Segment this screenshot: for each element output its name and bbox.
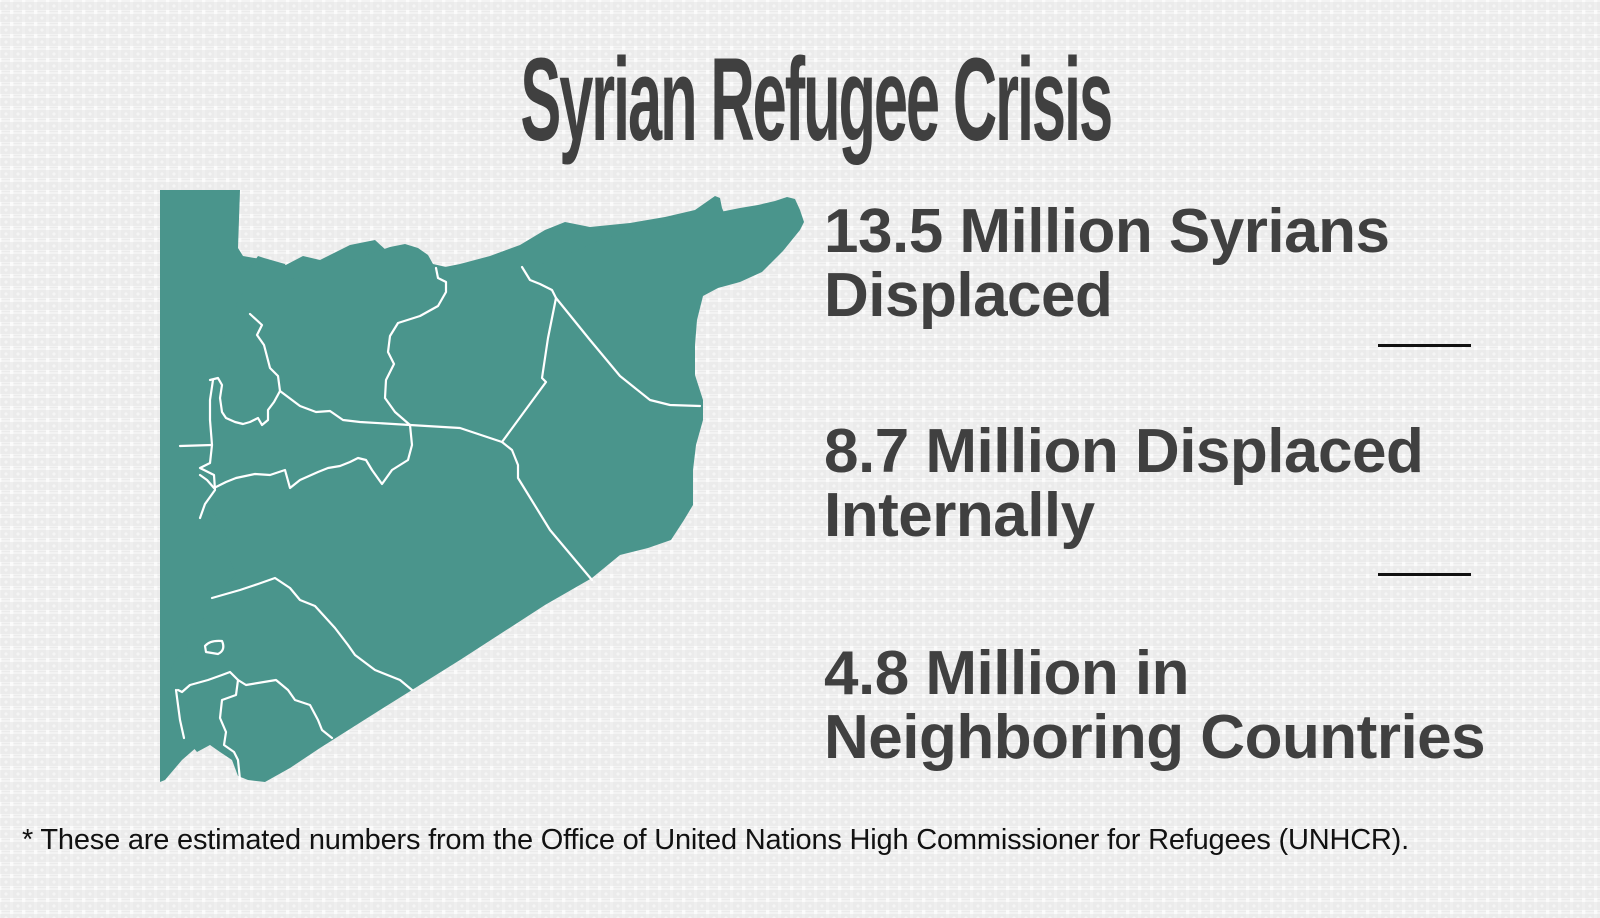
source-footnote: * These are estimated numbers from the O… (22, 824, 1409, 856)
stat-internally-displaced-line2: Internally (824, 481, 1095, 550)
divider (1378, 573, 1471, 576)
stat-neighboring-countries-line1: 4.8 Million in (824, 639, 1190, 708)
stat-neighboring-countries-line2: Neighboring Countries (824, 703, 1486, 772)
divider (1378, 344, 1471, 347)
syria-map (160, 190, 725, 782)
stat-total-displaced: 13.5 Million Syrians Displaced (824, 197, 1390, 330)
page-title: Syrian Refugee Crisis (520, 34, 1113, 166)
stat-internally-displaced: 8.7 Million Displaced Internally (824, 417, 1424, 550)
stat-total-displaced-line1: 13.5 Million Syrians (824, 197, 1390, 266)
stat-neighboring-countries: 4.8 Million in Neighboring Countries (824, 639, 1486, 772)
stat-total-displaced-line2: Displaced (824, 261, 1113, 330)
stat-internally-displaced-line1: 8.7 Million Displaced (824, 417, 1424, 486)
